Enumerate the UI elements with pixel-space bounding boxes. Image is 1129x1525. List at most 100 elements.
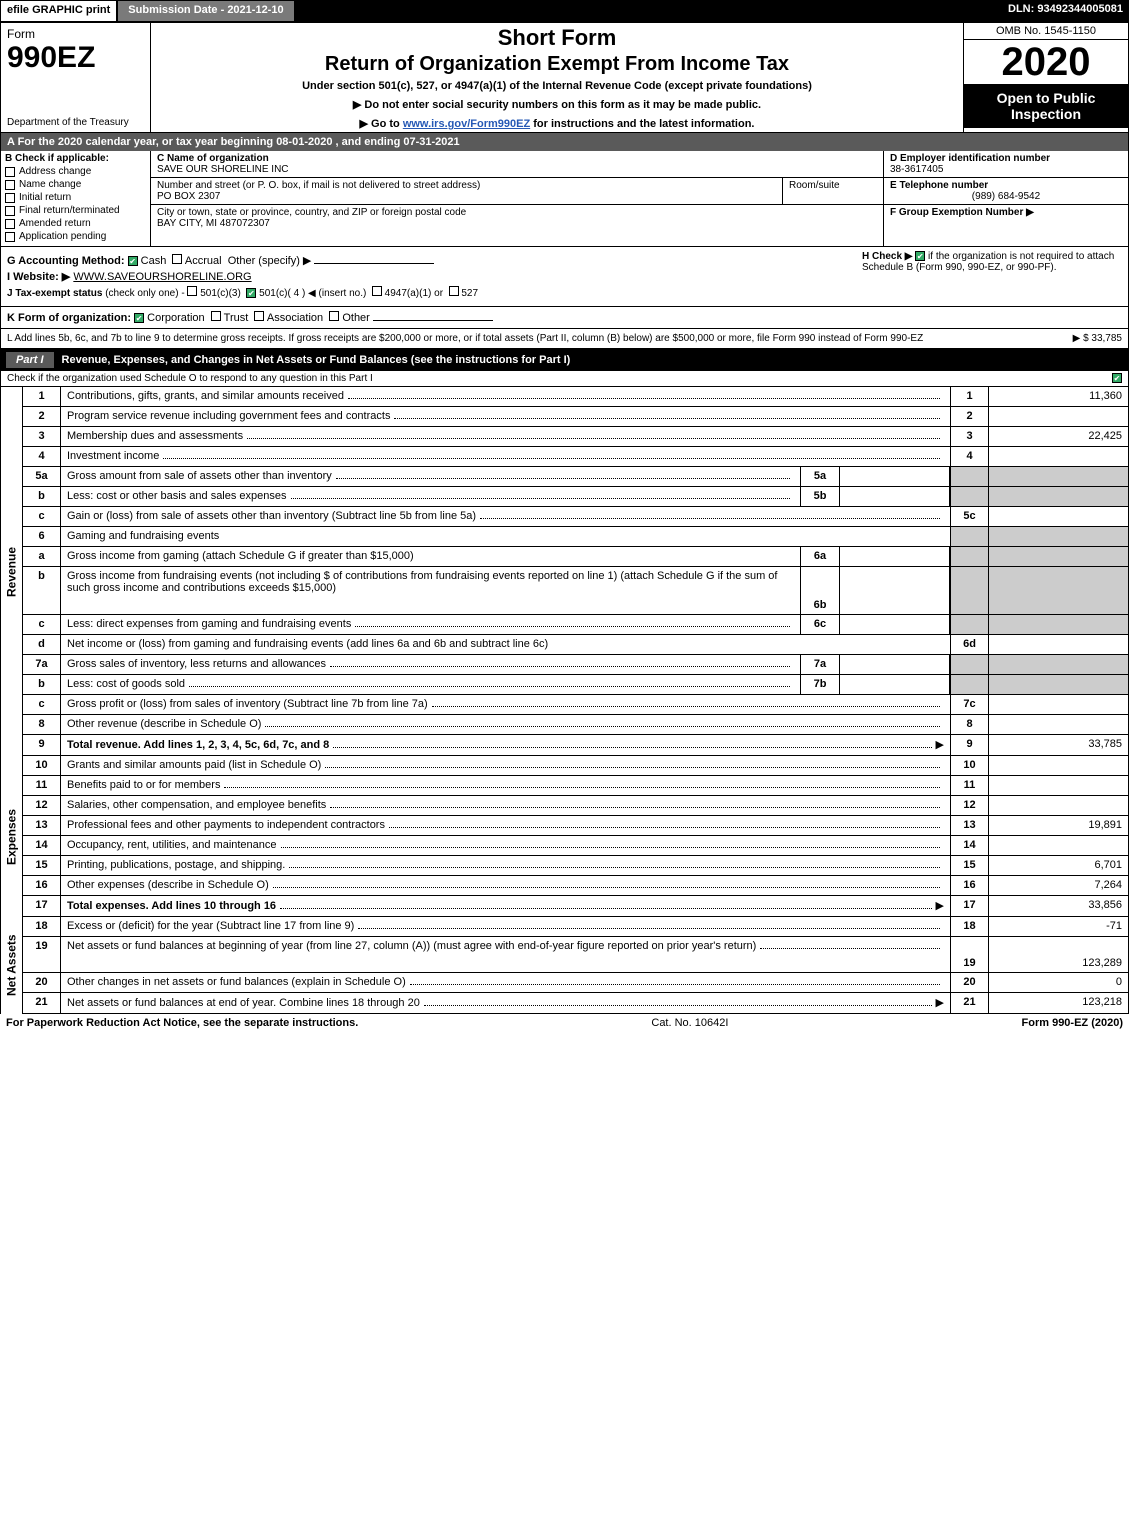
org-name: SAVE OUR SHORELINE INC <box>157 164 289 175</box>
lbl-other-org: Other <box>342 312 370 324</box>
box-b: B Check if applicable: Address change Na… <box>1 151 151 246</box>
side-label-netassets: Net Assets <box>0 917 22 1014</box>
row-6c: cLess: direct expenses from gaming and f… <box>23 615 1128 635</box>
subtitle: Under section 501(c), 527, or 4947(a)(1)… <box>159 80 955 92</box>
city-value: BAY CITY, MI 487072307 <box>157 218 270 229</box>
part1-title: Revenue, Expenses, and Changes in Net As… <box>62 354 571 366</box>
lbl-address-change: Address change <box>19 166 91 177</box>
row-19: 19Net assets or fund balances at beginni… <box>23 937 1128 973</box>
title-short-form: Short Form <box>159 25 955 51</box>
lbl-501c3: 501(c)(3) <box>200 288 241 299</box>
row-1: 1Contributions, gifts, grants, and simil… <box>23 387 1128 407</box>
addr-value: PO BOX 2307 <box>157 191 220 202</box>
row-7c: cGross profit or (loss) from sales of in… <box>23 695 1128 715</box>
chk-527[interactable] <box>449 286 459 296</box>
header-left: Form 990EZ Department of the Treasury <box>1 23 151 132</box>
header-right: OMB No. 1545-1150 2020 Open to Public In… <box>963 23 1128 132</box>
row-6d: dNet income or (loss) from gaming and fu… <box>23 635 1128 655</box>
open-to-public: Open to Public Inspection <box>964 84 1128 128</box>
omb-number: OMB No. 1545-1150 <box>964 23 1128 40</box>
chk-h[interactable]: ✔ <box>915 251 925 261</box>
top-bar: efile GRAPHIC print Submission Date - 20… <box>0 0 1129 22</box>
box-b-heading: B Check if applicable: <box>5 153 146 164</box>
row-5b: bLess: cost or other basis and sales exp… <box>23 487 1128 507</box>
k-label: K Form of organization: <box>7 312 131 324</box>
ein-label: D Employer identification number <box>890 153 1050 164</box>
tax-exempt-sub: (check only one) - <box>105 288 184 299</box>
footer-right: Form 990-EZ (2020) <box>1022 1017 1123 1029</box>
row-21: 21Net assets or fund balances at end of … <box>23 993 1128 1013</box>
tax-year: 2020 <box>964 40 1128 84</box>
chk-other-org[interactable] <box>329 311 339 321</box>
goto-pre: ▶ Go to <box>360 118 403 130</box>
section-l: L Add lines 5b, 6c, and 7b to line 9 to … <box>0 329 1129 349</box>
chk-association[interactable] <box>254 311 264 321</box>
efile-label[interactable]: efile GRAPHIC print <box>0 0 117 22</box>
period-bar: A For the 2020 calendar year, or tax yea… <box>0 133 1129 151</box>
accounting-label: G Accounting Method: <box>7 255 125 267</box>
row-4: 4Investment income4 <box>23 447 1128 467</box>
group-exemption-label: F Group Exemption Number ▶ <box>890 207 1034 218</box>
section-k: K Form of organization: ✔ Corporation Tr… <box>0 307 1129 329</box>
lbl-501c: 501(c)( 4 ) ◀ (insert no.) <box>259 288 366 299</box>
row-10: 10Grants and similar amounts paid (list … <box>23 756 1128 776</box>
goto-link[interactable]: www.irs.gov/Form990EZ <box>403 118 530 130</box>
other-specify-input[interactable] <box>314 263 434 264</box>
row-7b: bLess: cost of goods sold7b <box>23 675 1128 695</box>
tel-label: E Telephone number <box>890 180 988 191</box>
l-text: L Add lines 5b, 6c, and 7b to line 9 to … <box>7 333 923 344</box>
other-org-input[interactable] <box>373 320 493 321</box>
addr-label: Number and street (or P. O. box, if mail… <box>157 180 480 191</box>
chk-application-pending[interactable] <box>5 232 15 242</box>
chk-cash[interactable]: ✔ <box>128 256 138 266</box>
lbl-corporation: Corporation <box>147 312 204 324</box>
chk-501c3[interactable] <box>187 286 197 296</box>
website-value: WWW.SAVEOURSHORELINE.ORG <box>73 271 251 283</box>
website-label: I Website: ▶ <box>7 271 70 283</box>
lbl-527: 527 <box>461 288 478 299</box>
side-label-revenue: Revenue <box>0 387 22 756</box>
row-18: 18Excess or (deficit) for the year (Subt… <box>23 917 1128 937</box>
row-17: 17Total expenses. Add lines 10 through 1… <box>23 896 1128 916</box>
row-6a: aGross income from gaming (attach Schedu… <box>23 547 1128 567</box>
room-label: Room/suite <box>789 180 840 191</box>
ein-value: 38-3617405 <box>890 164 943 175</box>
chk-address-change[interactable] <box>5 167 15 177</box>
row-6b: bGross income from fundraising events (n… <box>23 567 1128 615</box>
chk-501c[interactable]: ✔ <box>246 288 256 298</box>
row-3: 3Membership dues and assessments322,425 <box>23 427 1128 447</box>
tel-value: (989) 684-9542 <box>890 191 1122 202</box>
header-mid: Short Form Return of Organization Exempt… <box>151 23 963 132</box>
row-5a: 5aGross amount from sale of assets other… <box>23 467 1128 487</box>
revenue-grid: 1Contributions, gifts, grants, and simil… <box>22 387 1129 756</box>
chk-schedule-o[interactable]: ✔ <box>1112 373 1122 383</box>
lbl-accrual: Accrual <box>185 255 222 267</box>
chk-4947[interactable] <box>372 286 382 296</box>
form-header: Form 990EZ Department of the Treasury Sh… <box>0 22 1129 133</box>
row-12: 12Salaries, other compensation, and empl… <box>23 796 1128 816</box>
chk-initial-return[interactable] <box>5 193 15 203</box>
submission-date: Submission Date - 2021-12-10 <box>117 0 294 22</box>
box-h: H Check ▶ ✔ if the organization is not r… <box>862 251 1122 273</box>
lbl-other: Other (specify) ▶ <box>228 255 312 267</box>
part1-tag: Part I <box>6 352 54 368</box>
org-name-label: C Name of organization <box>157 153 269 164</box>
lbl-application-pending: Application pending <box>19 231 106 242</box>
part1-sub: Check if the organization used Schedule … <box>0 371 1129 387</box>
chk-name-change[interactable] <box>5 180 15 190</box>
chk-amended-return[interactable] <box>5 219 15 229</box>
lbl-trust: Trust <box>224 312 249 324</box>
lbl-association: Association <box>267 312 323 324</box>
dln: DLN: 93492344005081 <box>1002 0 1129 22</box>
row-2: 2Program service revenue including gover… <box>23 407 1128 427</box>
chk-accrual[interactable] <box>172 254 182 264</box>
chk-trust[interactable] <box>211 311 221 321</box>
l-amount: ▶ $ 33,785 <box>1073 333 1122 344</box>
part1-header: Part I Revenue, Expenses, and Changes in… <box>0 349 1129 371</box>
chk-corporation[interactable]: ✔ <box>134 313 144 323</box>
row-15: 15Printing, publications, postage, and s… <box>23 856 1128 876</box>
lbl-cash: Cash <box>141 255 167 267</box>
row-20: 20Other changes in net assets or fund ba… <box>23 973 1128 993</box>
chk-final-return[interactable] <box>5 206 15 216</box>
footer-left: For Paperwork Reduction Act Notice, see … <box>6 1017 358 1029</box>
